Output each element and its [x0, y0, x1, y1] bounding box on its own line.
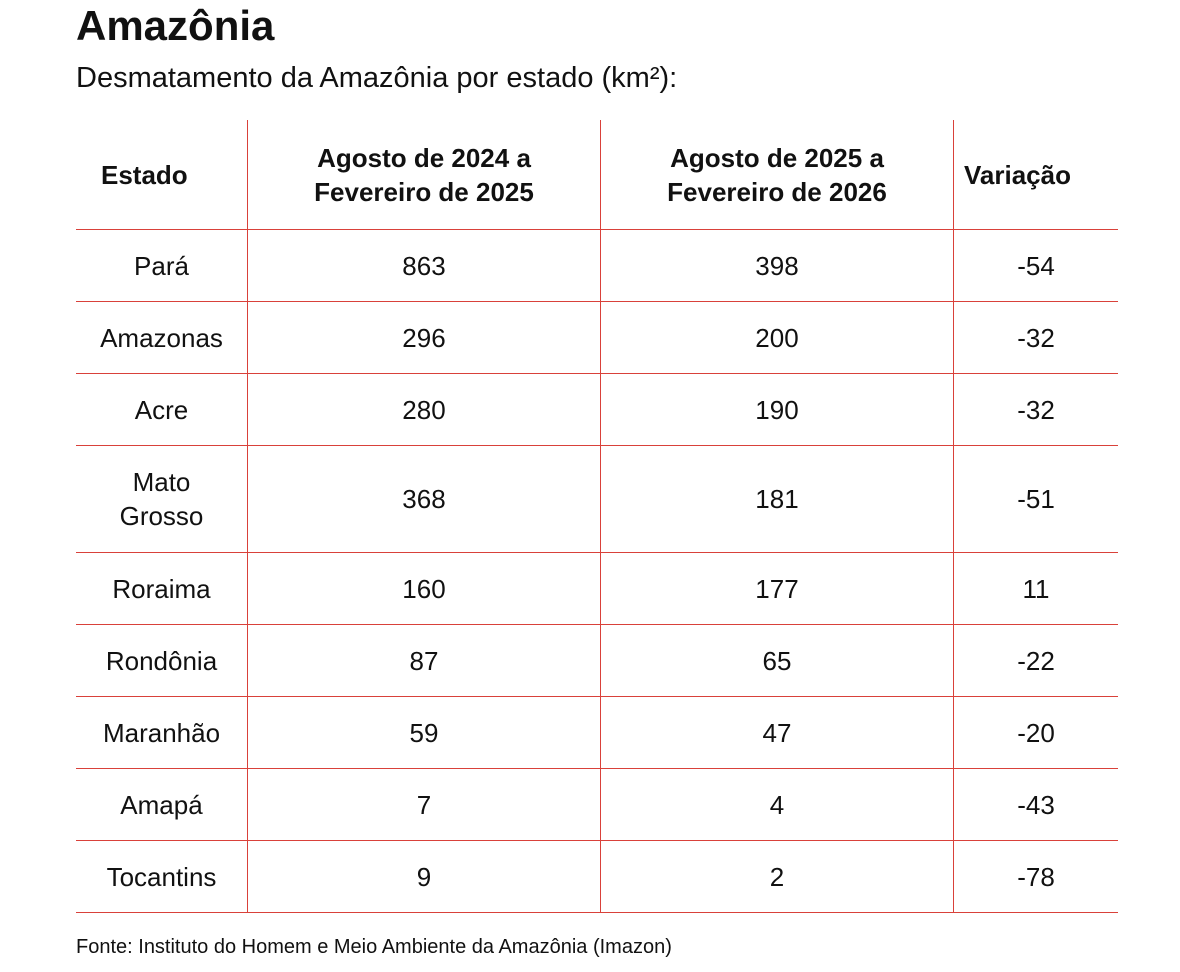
cell-estado: Amapá: [76, 768, 248, 841]
table-row: Amapá 7 4 -43: [76, 768, 1118, 841]
cell-2025-2026: 47: [600, 696, 954, 769]
cell-2024-2025: 9: [247, 840, 601, 913]
header-period-2024-2025: Agosto de 2024 a Fevereiro de 2025: [247, 120, 601, 230]
cell-2024-2025: 87: [247, 624, 601, 697]
cell-variacao: -78: [953, 840, 1118, 913]
cell-variacao: -43: [953, 768, 1118, 841]
deforestation-table: Estado Agosto de 2024 a Fevereiro de 202…: [76, 120, 1118, 913]
header-period-2025-2026: Agosto de 2025 a Fevereiro de 2026: [600, 120, 954, 230]
cell-2024-2025: 296: [247, 301, 601, 374]
cell-estado: Tocantins: [76, 840, 248, 913]
table-row: Roraima 160 177 11: [76, 552, 1118, 625]
cell-variacao: 11: [953, 552, 1118, 625]
cell-estado: Acre: [76, 373, 248, 446]
cell-2025-2026: 190: [600, 373, 954, 446]
cell-estado: Maranhão: [76, 696, 248, 769]
header-row: Estado Agosto de 2024 a Fevereiro de 202…: [76, 120, 1118, 230]
header-period-2024-2025-label: Agosto de 2024 a Fevereiro de 2025: [314, 142, 534, 207]
cell-2025-2026: 65: [600, 624, 954, 697]
page-title: Amazônia: [76, 2, 275, 49]
table-row: Tocantins 9 2 -78: [76, 840, 1118, 913]
table-row: Mato Grosso 368 181 -51: [76, 445, 1118, 553]
cell-variacao: -54: [953, 229, 1118, 302]
cell-2025-2026: 2: [600, 840, 954, 913]
cell-variacao: -32: [953, 373, 1118, 446]
header-variacao: Variação: [953, 120, 1118, 230]
source-note: Fonte: Instituto do Homem e Meio Ambient…: [76, 936, 672, 958]
cell-2024-2025: 368: [247, 445, 601, 553]
table-row: Rondônia 87 65 -22: [76, 624, 1118, 697]
cell-variacao: -32: [953, 301, 1118, 374]
cell-2025-2026: 398: [600, 229, 954, 302]
table-row: Acre 280 190 -32: [76, 373, 1118, 446]
cell-2025-2026: 4: [600, 768, 954, 841]
cell-estado: Amazonas: [76, 301, 248, 374]
cell-2025-2026: 181: [600, 445, 954, 553]
cell-estado: Mato Grosso: [76, 445, 248, 553]
cell-2025-2026: 177: [600, 552, 954, 625]
table-body: Pará 863 398 -54 Amazonas 296 200 -32 Acre 280 190…: [76, 229, 1118, 913]
subtitle: Desmatamento da Amazônia por estado (km²…: [76, 62, 678, 94]
cell-2024-2025: 59: [247, 696, 601, 769]
cell-variacao: -20: [953, 696, 1118, 769]
cell-2024-2025: 7: [247, 768, 601, 841]
cell-estado: Rondônia: [76, 624, 248, 697]
cell-variacao: -51: [953, 445, 1118, 553]
cell-2024-2025: 280: [247, 373, 601, 446]
cell-2024-2025: 160: [247, 552, 601, 625]
table-row: Pará 863 398 -54: [76, 229, 1118, 302]
cell-variacao: -22: [953, 624, 1118, 697]
cell-2024-2025: 863: [247, 229, 601, 302]
cell-estado: Roraima: [76, 552, 248, 625]
header-estado: Estado: [101, 159, 188, 190]
header-period-2025-2026-label: Agosto de 2025 a Fevereiro de 2026: [667, 142, 887, 207]
table-row: Maranhão 59 47 -20: [76, 696, 1118, 769]
cell-2025-2026: 200: [600, 301, 954, 374]
table-row: Amazonas 296 200 -32: [76, 301, 1118, 374]
cell-estado: Pará: [76, 229, 248, 302]
